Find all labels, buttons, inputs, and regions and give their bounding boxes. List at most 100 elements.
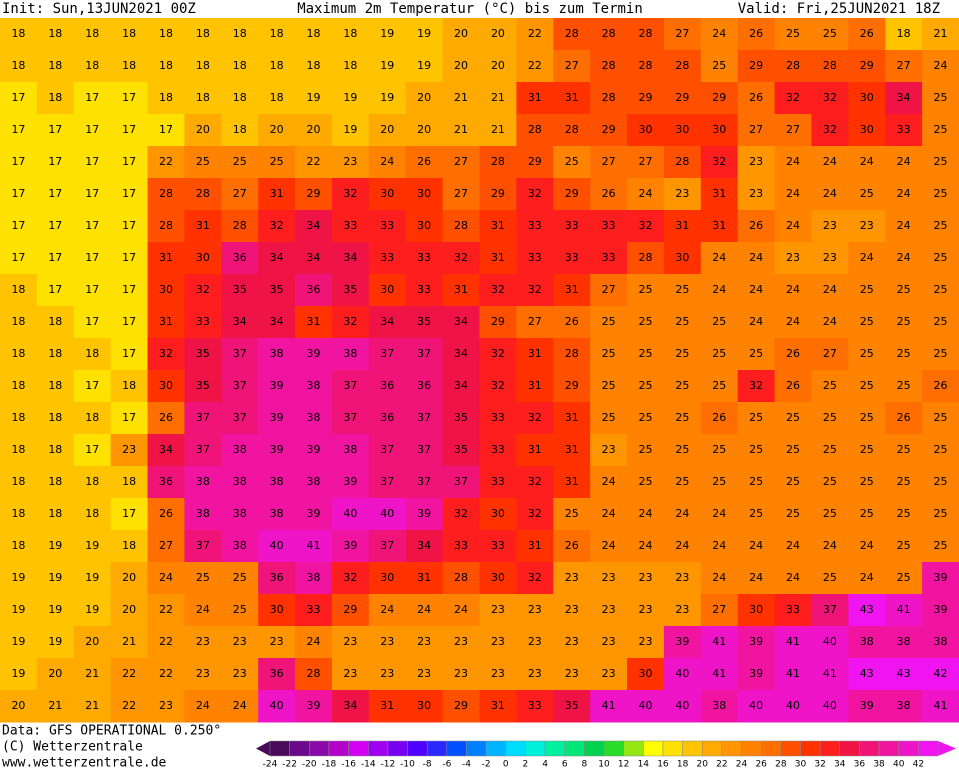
temperature-label: 31 [528, 443, 542, 456]
temperature-label: 29 [565, 187, 579, 200]
temperature-cell [553, 626, 591, 659]
temperature-cell [737, 658, 776, 691]
colorbar-label: 32 [814, 760, 825, 770]
temperature-cell [516, 146, 554, 179]
temperature-label: 32 [528, 475, 542, 488]
temperature-cell [590, 242, 628, 275]
temperature-label: 30 [380, 571, 394, 584]
temperature-cell [184, 50, 222, 83]
temperature-label: 20 [307, 123, 321, 136]
temperature-cell [737, 530, 776, 563]
temperature-cell [0, 626, 38, 659]
temperature-label: 30 [417, 219, 431, 232]
temperature-label: 34 [307, 251, 321, 264]
temperature-cell [368, 82, 407, 115]
colorbar-box [584, 740, 605, 757]
temperature-cell [184, 242, 222, 275]
temperature-label: 25 [712, 475, 726, 488]
temperature-cell [73, 370, 112, 403]
temperature-label: 31 [159, 251, 173, 264]
temperature-label: 31 [565, 443, 579, 456]
temperature-label: 18 [159, 91, 173, 104]
temperature-label: 37 [380, 347, 394, 360]
temperature-label: 32 [270, 219, 284, 232]
temperature-label: 28 [196, 187, 210, 200]
temperature-label: 25 [860, 315, 874, 328]
temperature-label: 23 [749, 187, 763, 200]
temperature-label: 17 [48, 155, 62, 168]
temperature-cell [811, 466, 849, 499]
colorbar-label: 36 [854, 760, 866, 770]
temperature-cell [885, 402, 923, 435]
temperature-label: 34 [233, 315, 247, 328]
temperature-cell [442, 306, 480, 339]
temperature-cell [405, 402, 444, 435]
map-title: Maximum 2m Temperatur (°C) bis zum Termi… [297, 1, 643, 17]
temperature-label: 18 [11, 315, 25, 328]
temperature-cell [885, 114, 923, 147]
temperature-cell [663, 146, 702, 179]
temperature-cell [258, 146, 296, 179]
temperature-cell [73, 658, 112, 691]
temperature-label: 20 [11, 699, 25, 712]
temperature-label: 25 [638, 379, 652, 392]
temperature-cell [36, 306, 75, 339]
temperature-cell [295, 690, 333, 723]
colorbar-label: -16 [341, 760, 356, 770]
temperature-cell [663, 690, 702, 723]
temperature-cell [627, 242, 665, 275]
temperature-cell [110, 242, 149, 275]
temperature-label: 28 [786, 59, 800, 72]
temperature-label: 30 [380, 187, 394, 200]
temperature-label: 28 [602, 91, 616, 104]
temperature-cell [331, 178, 370, 211]
temperature-cell [184, 210, 222, 243]
temperature-cell [700, 690, 739, 723]
temperature-label: 32 [196, 283, 210, 296]
temperature-label: 18 [307, 27, 321, 40]
temperature-cell [331, 402, 370, 435]
temperature-label: 23 [528, 667, 542, 680]
temperature-cell [36, 466, 75, 499]
temperature-label: 23 [675, 187, 689, 200]
temperature-cell [147, 210, 185, 243]
temperature-cell [516, 82, 554, 115]
temperature-label: 31 [380, 699, 394, 712]
temperature-label: 18 [897, 27, 911, 40]
temperature-cell [811, 690, 849, 723]
temperature-cell [295, 562, 333, 595]
temperature-label: 33 [897, 123, 911, 136]
temperature-label: 31 [454, 283, 468, 296]
temperature-cell [405, 82, 444, 115]
temperature-label: 18 [122, 539, 136, 552]
colorbar-box [839, 740, 860, 757]
temperature-cell [811, 530, 849, 563]
temperature-label: 21 [454, 123, 468, 136]
temperature-cell [368, 146, 407, 179]
temperature-cell [368, 562, 407, 595]
colorbar-box [367, 740, 389, 757]
temperature-cell [774, 114, 812, 147]
temperature-cell [737, 690, 776, 723]
temperature-cell [368, 626, 407, 659]
temperature-label: 24 [602, 539, 616, 552]
temperature-label: 25 [233, 603, 247, 616]
temperature-label: 23 [565, 635, 579, 648]
temperature-label: 36 [270, 667, 284, 680]
temperature-label: 25 [823, 475, 837, 488]
temperature-cell [368, 210, 407, 243]
temperature-label: 17 [85, 91, 99, 104]
temperature-cell [0, 402, 38, 435]
temperature-cell [737, 50, 776, 83]
temperature-cell [0, 562, 38, 595]
temperature-label: 25 [934, 539, 948, 552]
temperature-cell [848, 210, 886, 243]
temperature-cell [258, 434, 296, 467]
temperature-label: 34 [897, 91, 911, 104]
temperature-cell [405, 658, 444, 691]
colorbar-box [682, 740, 703, 757]
temperature-label: 24 [749, 315, 763, 328]
temperature-cell [295, 146, 333, 179]
temperature-label: 32 [712, 155, 726, 168]
temperature-cell [922, 562, 959, 595]
